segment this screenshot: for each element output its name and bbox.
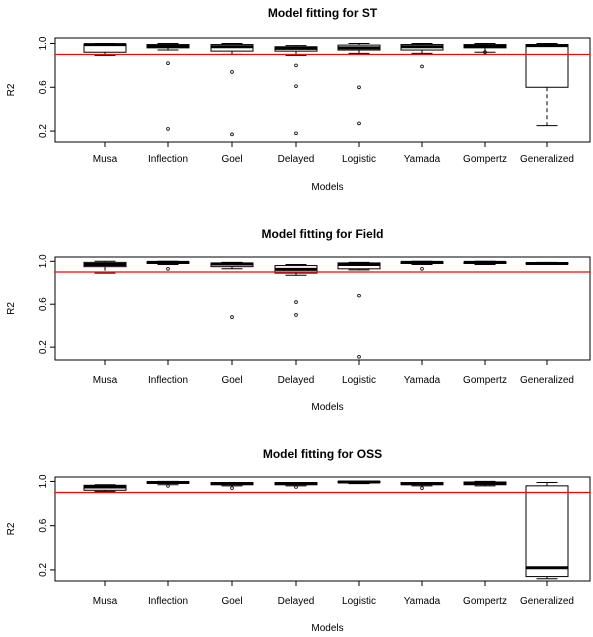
x-tick-label-logistic: Logistic	[342, 375, 376, 386]
y-tick-label: 0.6	[38, 297, 49, 311]
chart-title: Model fitting for ST	[268, 6, 378, 20]
x-tick-label-goel: Goel	[221, 375, 242, 386]
outlier-point	[230, 315, 234, 319]
outlier-point	[357, 354, 361, 359]
x-tick-label-logistic: Logistic	[342, 596, 376, 607]
y-axis-label: R2	[6, 522, 17, 535]
x-tick-label-generalized: Generalized	[520, 375, 574, 386]
box-yamada	[400, 42, 444, 69]
x-tick-label-musa: Musa	[93, 596, 118, 607]
box-musa	[83, 260, 127, 274]
box-goel	[210, 482, 254, 490]
chart-title: Model fitting for OSS	[263, 447, 382, 461]
outlier-point	[294, 313, 298, 317]
outlier-point	[357, 85, 361, 90]
outlier-point	[166, 127, 170, 131]
outlier-point	[294, 485, 298, 489]
outlier-point	[166, 484, 170, 488]
y-axis-label: R2	[6, 302, 17, 315]
box-inflection	[146, 260, 190, 271]
outlier-point	[294, 300, 298, 304]
box-iqr	[525, 44, 569, 88]
x-tick-label-logistic: Logistic	[342, 154, 376, 165]
x-tick-label-inflection: Inflection	[148, 375, 188, 386]
box-logistic	[337, 261, 381, 359]
outlier-point	[357, 293, 361, 298]
box-goel	[210, 261, 254, 319]
chart-panel-1: Model fitting for ST 0.2 0.6 1.0 R2 Models Mus…	[6, 6, 591, 193]
x-tick-label-gompertz: Gompertz	[463, 596, 507, 607]
outlier-point	[420, 486, 424, 490]
x-tick-label-yamada: Yamada	[404, 154, 441, 165]
x-tick-label-goel: Goel	[221, 596, 242, 607]
x-axis-label: Models	[311, 623, 343, 634]
y-tick-label: 0.6	[38, 80, 49, 94]
outlier-point	[420, 64, 424, 69]
box-generalized	[525, 482, 569, 580]
outlier-point	[230, 70, 234, 74]
y-tick-label: 0.2	[38, 124, 49, 138]
box-logistic	[337, 480, 381, 485]
plot-frame	[54, 256, 591, 361]
x-axis-label: Models	[311, 402, 343, 413]
outlier-point	[357, 121, 361, 126]
box-logistic	[337, 42, 381, 126]
outlier-point	[294, 84, 298, 88]
box-delayed	[274, 482, 318, 489]
box-musa	[83, 484, 127, 492]
outlier-point	[230, 486, 234, 490]
x-tick-label-goel: Goel	[221, 154, 242, 165]
box-inflection	[146, 480, 190, 488]
x-tick-label-generalized: Generalized	[520, 596, 574, 607]
chart-panel-3: Model fitting for OSS 0.2 0.6 1.0 R2 Models Mu…	[6, 447, 591, 634]
box-musa	[83, 42, 127, 57]
x-tick-label-inflection: Inflection	[148, 154, 188, 165]
box-yamada	[400, 260, 444, 271]
x-tick-label-musa: Musa	[93, 375, 118, 386]
plot-frame	[54, 476, 591, 582]
box-gompertz	[463, 480, 507, 487]
y-tick-label: 1.0	[38, 36, 49, 50]
chart-title: Model fitting for Field	[262, 227, 384, 241]
box-gompertz	[463, 260, 507, 266]
box-delayed	[274, 45, 318, 136]
x-tick-label-musa: Musa	[93, 154, 118, 165]
y-axis-label: R2	[6, 83, 17, 96]
y-tick-label: 0.6	[38, 518, 49, 532]
y-tick-label: 1.0	[38, 254, 49, 268]
box-generalized	[525, 261, 569, 266]
outlier-point	[230, 132, 234, 137]
outlier-point	[166, 267, 170, 271]
y-tick-label: 0.2	[38, 340, 49, 354]
x-tick-label-inflection: Inflection	[148, 596, 188, 607]
outlier-point	[294, 131, 298, 136]
box-iqr	[525, 485, 569, 578]
x-tick-label-generalized: Generalized	[520, 154, 574, 165]
outlier-point	[166, 61, 170, 65]
box-inflection	[146, 42, 190, 131]
chart-panel-2: Model fitting for Field 0.2 0.6 1.0 R2 Models…	[6, 227, 591, 413]
box-generalized	[525, 42, 569, 127]
x-tick-label-delayed: Delayed	[278, 154, 315, 165]
outlier-point	[483, 50, 487, 55]
box-delayed	[274, 264, 318, 317]
y-tick-label: 1.0	[38, 474, 49, 488]
y-tick-label: 0.2	[38, 563, 49, 577]
x-tick-label-delayed: Delayed	[278, 375, 315, 386]
x-tick-label-delayed: Delayed	[278, 596, 315, 607]
box-gompertz	[463, 42, 507, 55]
box-yamada	[400, 482, 444, 490]
x-tick-label-yamada: Yamada	[404, 596, 441, 607]
x-tick-label-gompertz: Gompertz	[463, 154, 507, 165]
box-goel	[210, 42, 254, 137]
plot-frame	[54, 37, 591, 143]
x-tick-label-yamada: Yamada	[404, 375, 441, 386]
x-tick-label-gompertz: Gompertz	[463, 375, 507, 386]
outlier-point	[294, 63, 298, 68]
x-axis-label: Models	[311, 182, 343, 193]
outlier-point	[420, 267, 424, 271]
